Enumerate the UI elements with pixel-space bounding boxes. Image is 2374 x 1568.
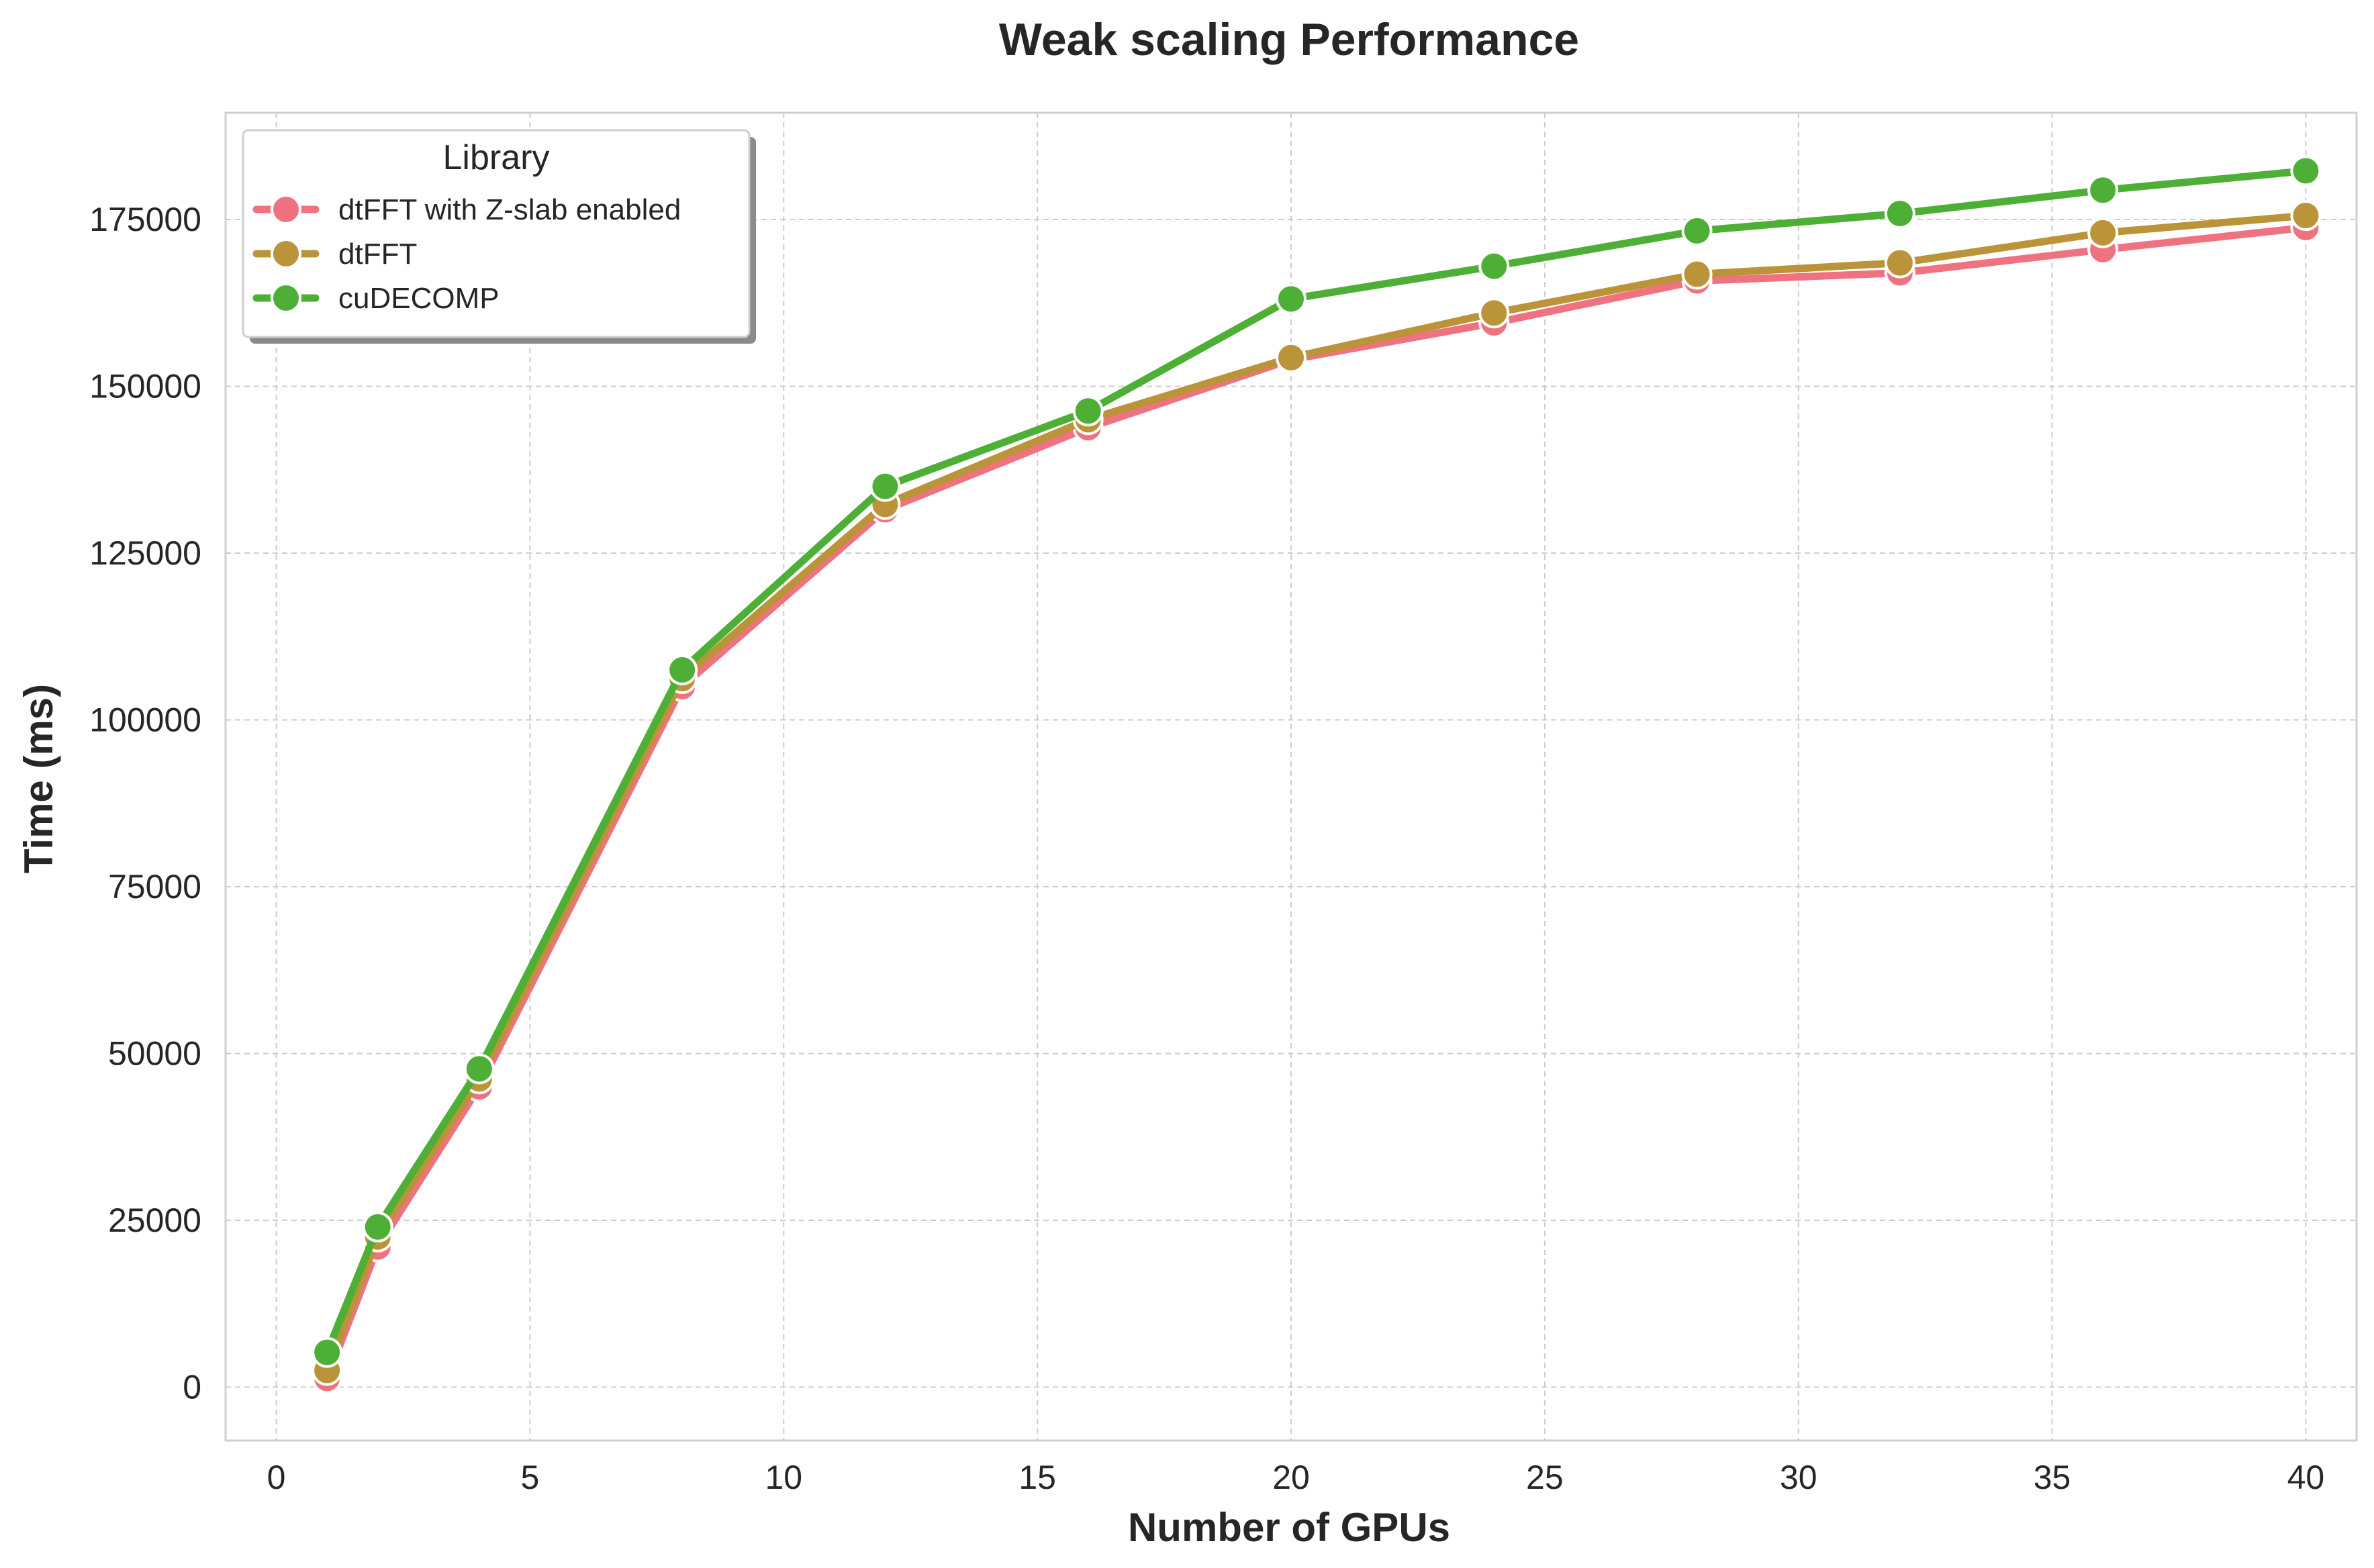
legend-title: Library — [443, 138, 550, 177]
legend-label: dtFFT — [338, 238, 417, 271]
x-tick-label: 25 — [1526, 1459, 1564, 1496]
legend-swatch-marker — [271, 194, 301, 225]
x-axis-label: Number of GPUs — [1128, 1505, 1450, 1550]
x-tick-label: 40 — [2287, 1459, 2325, 1496]
x-tick-label: 30 — [1780, 1459, 1817, 1496]
data-point — [1884, 198, 1915, 230]
series-layer — [312, 155, 2322, 1394]
legend: Library dtFFT with Z-slab enabled dtFFT cu… — [242, 129, 756, 344]
data-point — [312, 1336, 343, 1368]
data-point — [1072, 395, 1104, 427]
x-tick-label: 10 — [765, 1459, 802, 1496]
legend-item: cuDECOMP — [252, 282, 500, 315]
y-tick-label: 75000 — [108, 868, 201, 905]
y-tick-label: 25000 — [108, 1202, 201, 1239]
series-cudecomp — [312, 155, 2322, 1368]
series-line — [323, 224, 2310, 1383]
plot-area-frame — [224, 111, 2358, 1442]
legend-label: cuDECOMP — [338, 282, 500, 315]
data-point — [1681, 258, 1713, 290]
data-point — [1478, 297, 1510, 329]
y-tick-label: 0 — [183, 1368, 201, 1406]
chart-title: Weak scaling Performance — [999, 14, 1579, 65]
data-point — [463, 1053, 495, 1085]
data-point — [2290, 200, 2322, 232]
legend-swatch-marker — [271, 283, 301, 313]
data-point — [1884, 247, 1915, 279]
y-tick-label: 150000 — [89, 368, 201, 405]
x-tick-label: 35 — [2034, 1459, 2071, 1496]
data-point — [1276, 342, 1307, 373]
x-tick-label: 15 — [1018, 1459, 1056, 1496]
data-point — [1478, 250, 1510, 282]
tick-labels: 0 5 10 15 20 25 30 35 40 0 25000 50000 75000 100000 12… — [89, 201, 2324, 1496]
y-tick-label: 50000 — [108, 1034, 201, 1072]
legend-swatch-marker — [271, 238, 301, 269]
legend-item: dtFFT with Z-slab enabled — [252, 193, 681, 226]
series-line — [323, 211, 2310, 1375]
y-axis-label: Time (ms) — [16, 684, 61, 873]
data-point — [2290, 155, 2322, 187]
legend-items: dtFFT with Z-slab enabled dtFFT cuDECOMP — [252, 193, 681, 315]
data-point — [869, 471, 901, 502]
data-point — [1276, 283, 1307, 315]
x-tick-label: 20 — [1272, 1459, 1310, 1496]
x-tick-label: 0 — [267, 1459, 286, 1496]
legend-item: dtFFT — [252, 238, 417, 271]
legend-label: dtFFT with Z-slab enabled — [338, 193, 681, 226]
data-point — [2087, 217, 2119, 248]
x-tick-label: 5 — [521, 1459, 540, 1496]
series-line — [323, 167, 2310, 1357]
legend-box — [242, 129, 751, 338]
data-point — [362, 1211, 393, 1242]
y-tick-label: 125000 — [89, 534, 201, 572]
y-tick-label: 175000 — [89, 201, 201, 238]
data-point — [2087, 175, 2119, 206]
data-point — [1681, 215, 1713, 246]
y-tick-label: 100000 — [89, 701, 201, 739]
data-point — [667, 654, 698, 685]
